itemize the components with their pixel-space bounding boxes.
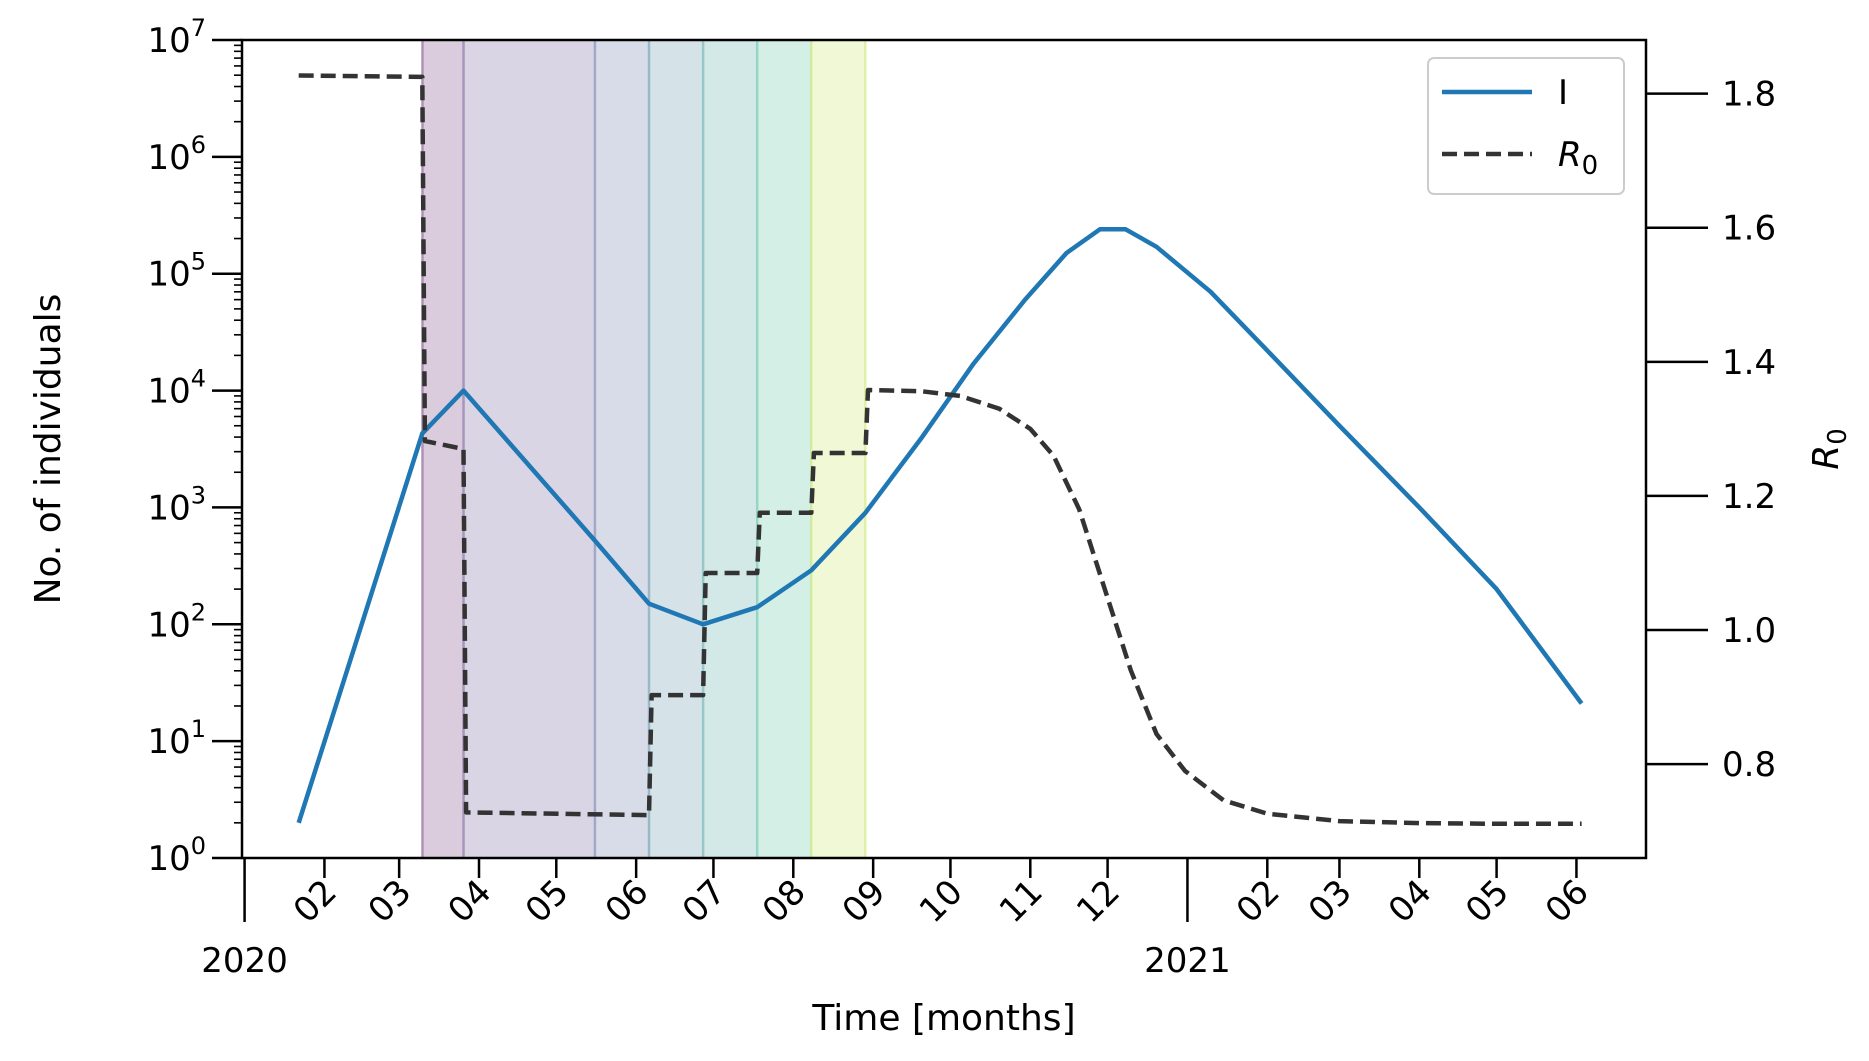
right-tick-label: 1.2 [1722,477,1776,517]
left-tick-label: 104 [147,365,206,412]
left-tick-label: 100 [147,832,206,879]
right-y-axis-title-sub: 0 [1823,428,1853,445]
series-layer [296,73,1584,827]
shaded-period-4 [703,40,758,858]
x-axis-title: Time [months] [811,998,1075,1039]
legend-label-R0: R0 [1558,135,1598,181]
right-y-axis: 0.8 1.0 1.2 1.4 1.6 1.8 [1646,75,1776,785]
shaded-periods [421,40,867,858]
x-tick-label-year: 2021 [1144,941,1231,981]
left-tick-label: 107 [147,14,206,61]
right-tick-label: 1.0 [1722,611,1776,651]
left-tick-label: 103 [147,481,206,528]
left-tick-label: 105 [147,248,206,295]
left-y-axis: 100 101 102 103 104 105 106 107 [147,14,242,879]
legend-label-R0-sub: 0 [1582,151,1599,181]
right-tick-label: 1.6 [1722,209,1776,249]
left-tick-label: 102 [147,598,206,645]
shaded-period-2 [594,40,650,858]
right-y-axis-title: R0 [1806,428,1853,470]
legend: I R0 [1427,57,1625,195]
right-tick-label: 0.8 [1722,745,1776,785]
right-tick-label: 1.8 [1722,75,1776,115]
plot-frame [240,38,1648,860]
left-tick-label: 106 [147,131,206,178]
shaded-period-6 [811,40,866,858]
legend-label-R0-main: R [1558,135,1582,175]
left-y-axis-title: No. of individuals [28,294,69,605]
legend-label-I: I [1558,73,1568,113]
series-line-I [296,227,1584,824]
shaded-period-5 [757,40,812,858]
right-y-axis-title-main: R [1806,445,1847,470]
shaded-period-0 [422,40,464,858]
right-tick-label: 1.4 [1722,343,1776,383]
shaded-period-3 [649,40,704,858]
shaded-period-1 [463,40,595,858]
left-tick-label: 101 [147,715,206,762]
x-tick-label-year: 2020 [201,941,288,981]
